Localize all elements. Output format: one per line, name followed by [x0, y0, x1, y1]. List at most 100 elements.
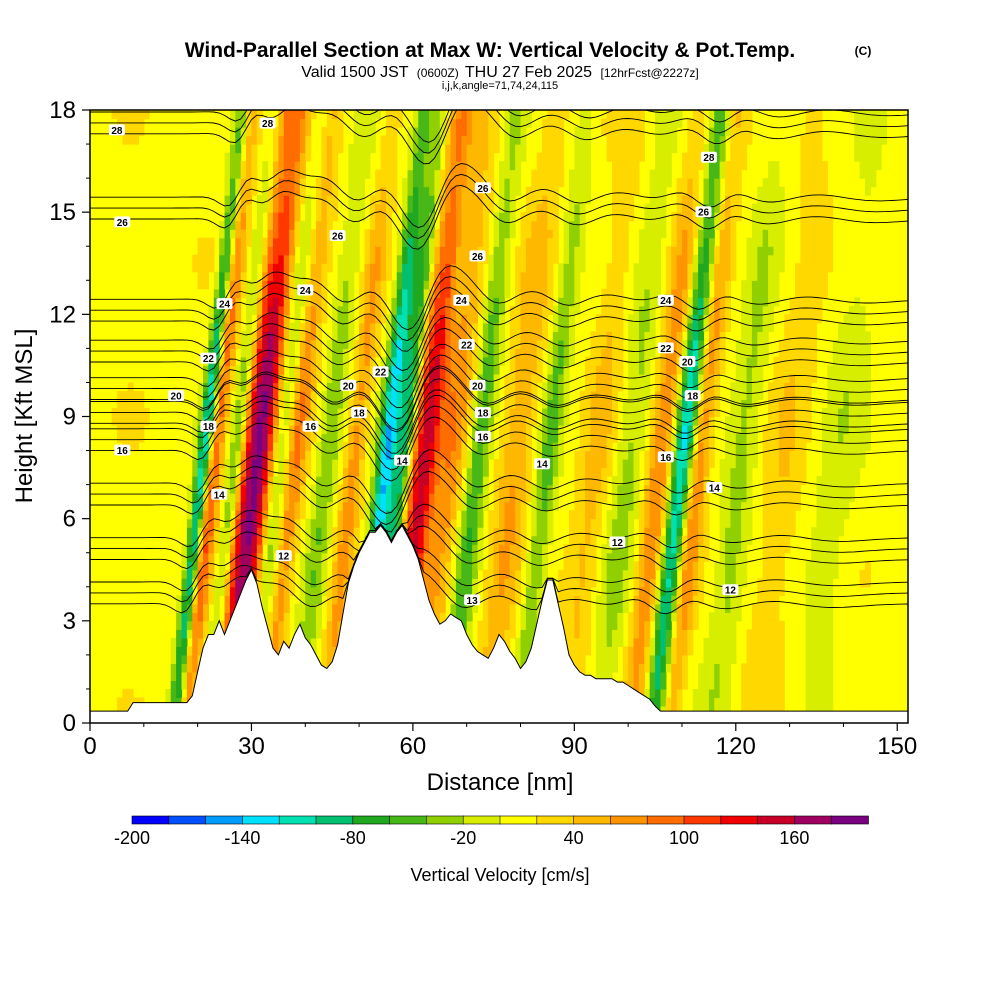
velocity-cell: [348, 493, 355, 503]
velocity-cell: [612, 603, 618, 613]
velocity-cell: [434, 425, 441, 435]
velocity-cell: [590, 425, 597, 435]
velocity-cell: [429, 399, 436, 409]
velocity-cell: [617, 578, 624, 588]
velocity-cell: [579, 467, 586, 477]
velocity-cell: [558, 135, 565, 145]
velocity-cell: [563, 620, 570, 630]
velocity-cell: [289, 416, 296, 426]
velocity-cell: [219, 220, 226, 230]
velocity-cell: [536, 152, 543, 162]
velocity-cell: [267, 237, 274, 247]
velocity-cell: [305, 399, 312, 409]
velocity-cell: [369, 339, 376, 349]
velocity-cell: [472, 288, 479, 298]
velocity-cell: [547, 407, 554, 418]
velocity-cell: [337, 365, 344, 375]
velocity-cell: [455, 425, 462, 435]
velocity-cell: [601, 288, 608, 298]
velocity-cell: [235, 220, 242, 230]
velocity-cell: [434, 161, 441, 171]
velocity-cell: [348, 229, 355, 239]
velocity-cell: [515, 127, 522, 137]
velocity-cell: [542, 229, 549, 239]
velocity-cell: [364, 263, 371, 273]
velocity-cell: [246, 229, 253, 239]
velocity-cell: [337, 510, 344, 520]
velocity-cell: [208, 390, 215, 401]
velocity-cell: [278, 195, 285, 205]
velocity-cell: [235, 127, 242, 137]
velocity-cell: [133, 442, 140, 452]
velocity-cell: [316, 561, 323, 571]
velocity-cell: [203, 629, 209, 639]
velocity-cell: [353, 365, 360, 375]
velocity-cell: [488, 271, 495, 281]
velocity-cell: [310, 237, 317, 247]
velocity-cell: [359, 212, 366, 222]
velocity-cell: [633, 646, 640, 656]
velocity-cell: [590, 518, 597, 528]
velocity-cell: [326, 382, 333, 392]
velocity-cell: [375, 271, 382, 281]
velocity-cell: [176, 603, 183, 613]
velocity-cell: [499, 552, 505, 562]
velocity-cell: [579, 135, 586, 145]
velocity-cell: [289, 263, 296, 273]
velocity-cell: [515, 263, 522, 273]
velocity-cell: [633, 578, 640, 588]
velocity-cell: [332, 373, 339, 384]
velocity-cell: [385, 373, 392, 384]
velocity-cell: [574, 459, 581, 469]
velocity-cell: [493, 237, 500, 247]
velocity-cell: [520, 356, 527, 367]
velocity-cell: [574, 544, 581, 554]
velocity-cell: [380, 382, 387, 392]
velocity-cell: [299, 561, 306, 571]
velocity-cell: [326, 493, 333, 503]
velocity-cell: [342, 288, 349, 298]
velocity-cell: [407, 348, 414, 358]
velocity-cell: [612, 356, 618, 367]
velocity-cell: [520, 144, 527, 154]
velocity-cell: [558, 152, 565, 162]
velocity-cell: [256, 442, 263, 452]
velocity-cell: [418, 442, 425, 452]
velocity-cell: [536, 178, 543, 188]
velocity-cell: [488, 144, 495, 154]
velocity-cell: [617, 203, 624, 213]
velocity-cell: [133, 135, 140, 145]
velocity-cell: [229, 442, 236, 452]
velocity-cell: [515, 518, 522, 528]
velocity-cell: [364, 229, 371, 239]
velocity-cell: [353, 254, 360, 264]
velocity-cell: [525, 212, 532, 222]
velocity-cell: [574, 195, 581, 205]
velocity-cell: [515, 161, 522, 171]
velocity-cell: [418, 246, 425, 256]
velocity-cell: [434, 399, 441, 409]
velocity-cell: [552, 127, 559, 137]
velocity-cell: [622, 459, 629, 469]
velocity-cell: [369, 110, 376, 120]
velocity-cell: [396, 110, 403, 120]
velocity-cell: [617, 288, 624, 298]
velocity-cell: [633, 288, 640, 298]
velocity-cell: [289, 442, 296, 452]
velocity-cell: [466, 152, 473, 162]
velocity-cell: [504, 467, 511, 477]
velocity-cell: [563, 569, 570, 579]
velocity-cell: [493, 356, 500, 367]
velocity-cell: [321, 212, 328, 222]
velocity-cell: [568, 314, 575, 324]
velocity-cell: [552, 169, 559, 179]
velocity-cell: [515, 365, 522, 375]
velocity-cell: [628, 501, 635, 511]
velocity-cell: [359, 501, 366, 511]
velocity-cell: [439, 229, 446, 239]
velocity-cell: [305, 203, 312, 213]
velocity-cell: [412, 186, 419, 196]
velocity-cell: [536, 373, 543, 384]
velocity-cell: [482, 586, 489, 596]
velocity-cell: [353, 382, 360, 392]
